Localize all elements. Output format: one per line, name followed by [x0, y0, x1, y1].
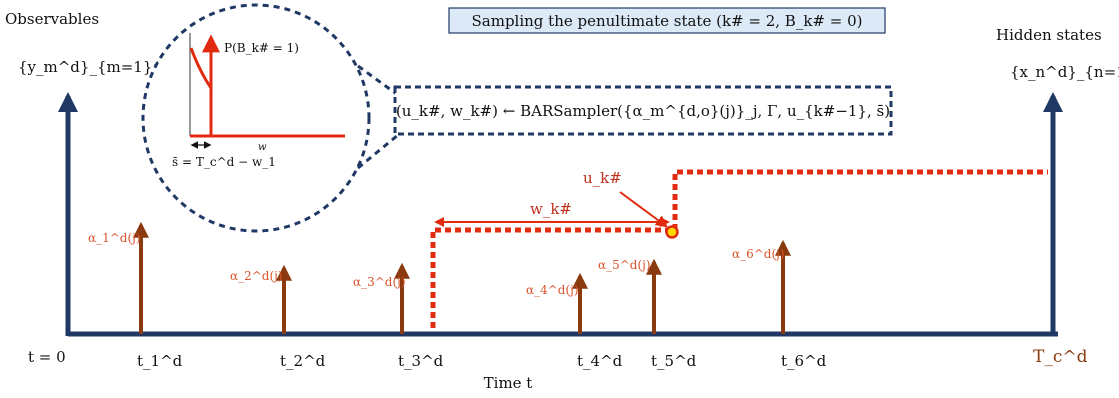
- time-label-1: t_1^d: [137, 352, 183, 370]
- alpha-labels: α_1^d(j) α_2^d(j) α_3^d(j) α_4^d(j) α_5^…: [88, 231, 785, 297]
- zoom-circle: [141, 3, 371, 233]
- time-label-4: t_4^d: [577, 352, 623, 370]
- alpha-label-3: α_3^d(j): [353, 275, 406, 289]
- w-span-label: w_k#: [530, 200, 572, 218]
- time-label-5: t_5^d: [651, 352, 697, 370]
- alpha-label-6: α_6^d(j): [732, 247, 785, 261]
- time-label-2: t_2^d: [280, 352, 326, 370]
- hidden-states-set: {x_n^d}_{n=1}^{k^d}: [1010, 63, 1119, 81]
- sampled-point: [665, 225, 679, 239]
- alpha-label-2: α_2^d(j): [230, 269, 283, 283]
- u-pointer-arrow: [619, 191, 668, 228]
- title-box: [448, 7, 886, 34]
- end-time-label: T_c^d: [1033, 347, 1088, 367]
- u-label: u_k#: [583, 169, 622, 187]
- alpha-label-5: α_5^d(j): [598, 258, 651, 272]
- time-label-6: t_6^d: [781, 352, 827, 370]
- observables-label: Observables: [5, 10, 99, 28]
- inset-sbar-label: s̄ = T_c^d − w_1: [172, 155, 276, 169]
- hidden-states-label: Hidden states: [996, 26, 1102, 44]
- alpha-label-1: α_1^d(j): [88, 231, 141, 245]
- time-axis-label: Time t: [484, 374, 533, 392]
- formula: (u_k#, w_k#) ← BARSampler({α_m^{d,o}(j)}…: [396, 102, 890, 120]
- alpha-label-4: α_4^d(j): [526, 283, 579, 297]
- zoom-connector-bottom: [357, 133, 399, 170]
- inset-w-label: w: [258, 142, 267, 153]
- title: Sampling the penultimate state (k# = 2, …: [472, 12, 863, 30]
- zoom-connector-top: [357, 64, 399, 97]
- time-label-3: t_3^d: [398, 352, 444, 370]
- observation-spikes: [133, 221, 791, 334]
- time-labels: t_1^d t_2^d t_3^d t_4^d t_5^d t_6^d: [137, 352, 827, 370]
- observables-set: {y_m^d}_{m=1}^6: [18, 58, 175, 76]
- t0-label: t = 0: [28, 348, 66, 366]
- formula-box: [393, 85, 893, 136]
- inset-prob-label: P(B_k# = 1): [224, 41, 299, 55]
